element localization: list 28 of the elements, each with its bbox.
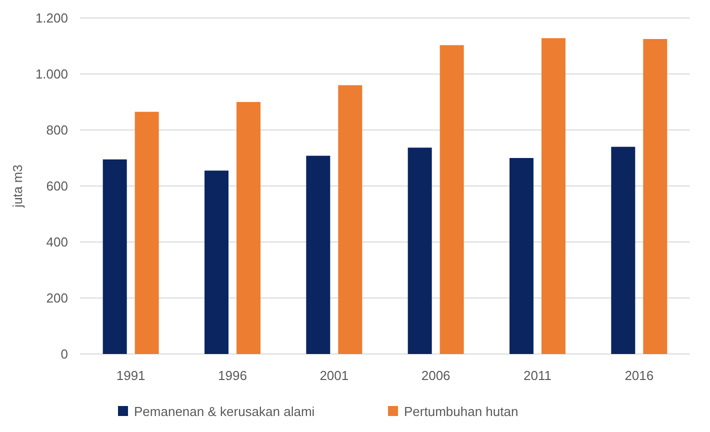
legend-label: Pertumbuhan hutan xyxy=(404,404,518,419)
bar xyxy=(408,148,432,354)
y-tick-label: 400 xyxy=(46,234,68,250)
bar xyxy=(510,158,534,354)
y-tick-label: 600 xyxy=(46,178,68,194)
y-axis-title: juta m3 xyxy=(10,164,25,208)
y-tick-label: 1.200 xyxy=(35,10,68,26)
legend-label: Pemanenan & kerusakan alami xyxy=(134,404,315,419)
x-tick-label: 1991 xyxy=(116,368,146,383)
bar xyxy=(134,112,159,354)
x-tick-label: 2016 xyxy=(624,368,654,383)
bar xyxy=(643,39,668,354)
bar xyxy=(542,38,566,354)
bar xyxy=(236,102,260,354)
x-tick-label: 2006 xyxy=(421,368,450,383)
y-tick-label: 200 xyxy=(46,290,68,306)
y-tick-label: 800 xyxy=(46,122,68,138)
bar xyxy=(306,156,330,354)
x-tick-label: 2011 xyxy=(524,368,552,383)
bar xyxy=(440,45,464,354)
bar xyxy=(102,159,127,354)
y-tick-label: 0 xyxy=(60,346,68,362)
x-tick-label: 1996 xyxy=(218,368,247,383)
y-tick-label: 1.000 xyxy=(35,66,68,82)
bar xyxy=(204,170,228,354)
bar xyxy=(611,146,636,354)
bar xyxy=(338,85,362,354)
x-tick-label: 2001 xyxy=(320,368,349,383)
